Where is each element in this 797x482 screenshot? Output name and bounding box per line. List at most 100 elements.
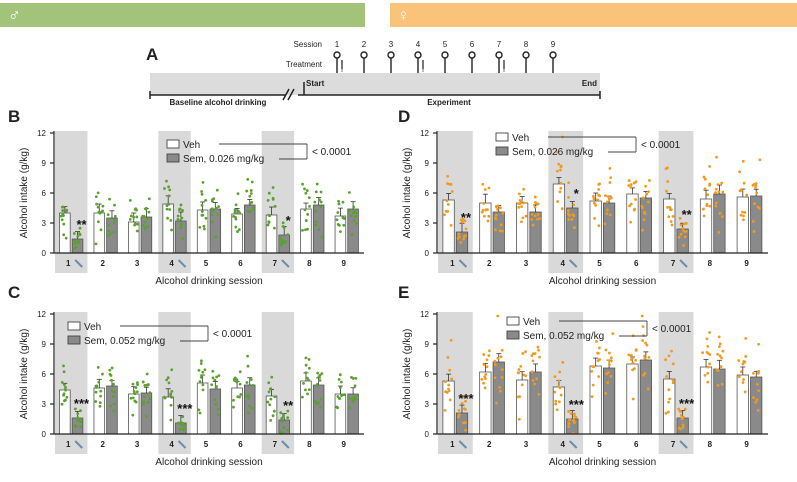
data-point [232,377,236,381]
data-point [233,208,237,212]
data-point [498,229,502,233]
data-point [708,353,712,356]
data-point [163,187,166,190]
data-point [561,360,565,364]
data-point [677,235,681,239]
data-point [553,390,557,394]
data-point [146,400,150,404]
legend-swatch-veh [506,316,520,326]
data-point [273,204,277,208]
data-point [78,226,82,230]
data-point [446,356,450,359]
data-point [647,356,651,359]
data-point [457,235,461,239]
legend-label-sem: Sem, 0.052 mg/kg [523,331,604,342]
data-point [348,406,351,409]
y-tick-label: 0 [425,249,430,258]
data-point [143,227,147,231]
data-point [279,411,283,415]
data-point [559,168,562,172]
data-point [553,375,557,379]
data-point [238,211,241,215]
data-point [108,372,112,376]
data-point [282,426,286,429]
syringe-icon [569,440,578,449]
data-point [554,402,558,406]
data-point [567,425,571,428]
data-point [716,383,720,387]
syringe-icon [679,440,688,449]
data-point [279,241,283,245]
data-point [683,235,687,239]
legend-label-veh: Veh [84,322,101,333]
data-point [181,415,185,419]
data-point [107,229,110,233]
data-point [65,395,69,399]
data-point [314,220,318,224]
data-point [596,198,600,202]
data-point [336,395,340,398]
significance-label: *** [569,397,585,412]
data-point [341,393,344,397]
data-point [669,208,672,212]
data-point [62,214,65,217]
timeline-session-number: 4 [416,40,421,49]
data-point [338,386,342,389]
data-point [460,401,464,405]
data-point [703,373,707,377]
data-point [517,202,521,206]
data-point [464,428,468,432]
legend-swatch-veh [166,139,180,149]
data-point [113,218,117,222]
data-point [245,394,249,398]
data-point [181,208,184,212]
data-point [536,217,539,221]
data-point [603,222,607,226]
data-point [598,358,602,361]
data-point [537,393,541,396]
data-point [78,233,82,237]
data-point [705,350,709,354]
data-point [449,338,453,342]
data-point [215,375,219,379]
data-point [531,352,535,356]
data-point [197,368,201,372]
start-label: Start [306,79,325,88]
data-point [79,425,83,428]
data-point [708,184,712,187]
data-point [606,381,610,385]
timeline-sessions: 1 2 3 4 5 6 7 8 9 [333,40,557,73]
y-tick-label: 0 [42,249,47,258]
data-point [181,237,184,240]
timeline-session-marker [387,51,395,59]
y-tick-label: 12 [420,310,429,319]
data-point [485,358,489,362]
syringe-body [569,440,578,449]
data-point [179,203,183,207]
data-point [215,188,219,192]
data-point [629,183,633,186]
data-point [238,382,242,386]
data-point [611,332,615,336]
data-point [355,221,359,225]
syringe-body [458,440,468,449]
timeline-session-number: 9 [551,40,556,49]
data-point [268,403,272,407]
data-point [267,390,271,394]
data-point [445,199,449,203]
legend-swatch-veh [67,321,81,331]
data-point [108,368,112,372]
data-point [706,380,710,384]
data-point [590,369,594,373]
x-tick-label: 4 [169,259,174,268]
data-point [558,370,562,374]
x-tick-label: 3 [524,259,529,268]
data-point [251,383,255,387]
data-point [112,382,115,386]
syringe-body [281,440,290,449]
data-point [145,383,149,387]
y-tick-label: 6 [425,189,430,198]
data-point [199,362,203,365]
data-point [266,223,270,227]
